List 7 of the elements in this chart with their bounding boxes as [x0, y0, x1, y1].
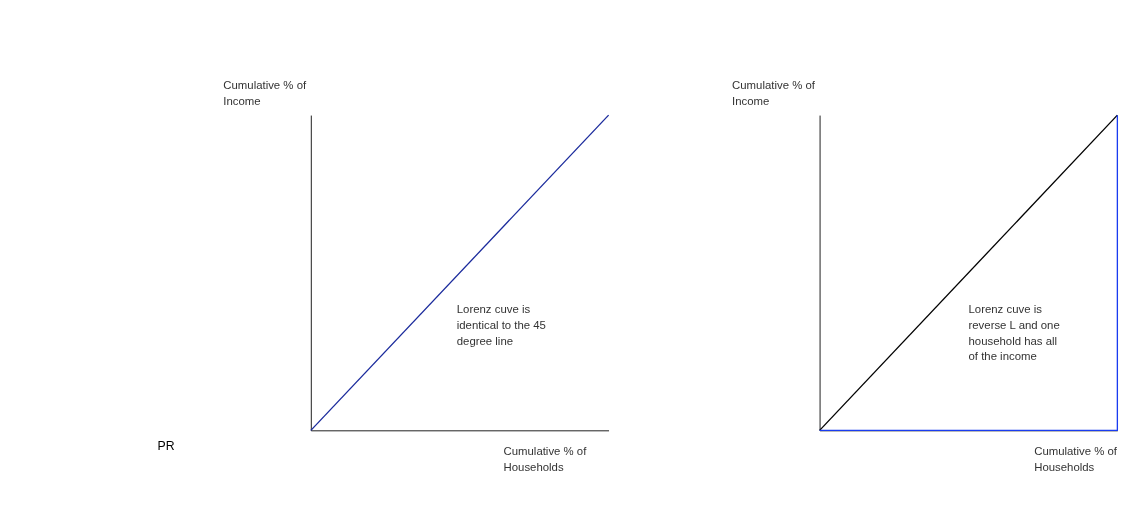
- x-axis-title: Cumulative % of Households: [1034, 444, 1118, 473]
- y-axis-title: Cumulative % of Income: [732, 78, 816, 107]
- text: PR: [157, 438, 175, 453]
- annotation: Lorenz cuve is reverse L and one household has all of the income: [968, 303, 1060, 363]
- x-axis-title: Cumulative % of Households: [503, 444, 588, 473]
- y-axis-title: Cumulative % of Income: [223, 78, 307, 107]
- annotation: Lorenz cuve is identical to the 45 degree line: [456, 303, 546, 347]
